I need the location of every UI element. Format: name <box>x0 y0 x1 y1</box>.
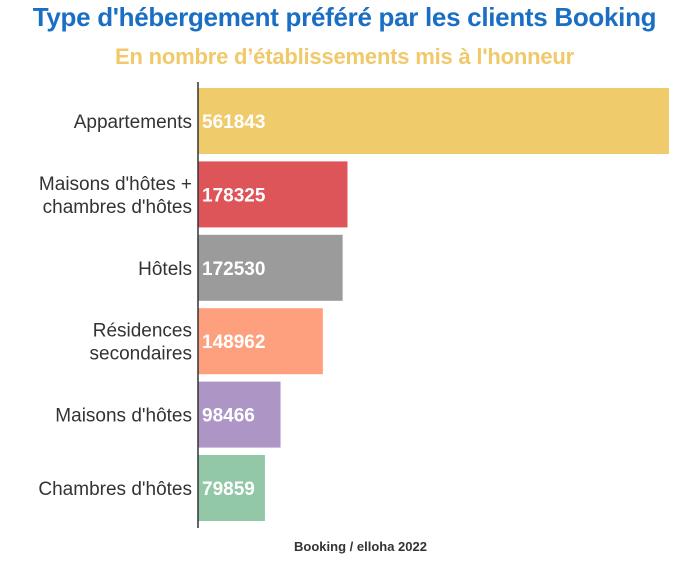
category-label-0: Appartements <box>74 112 192 133</box>
chart-title: Type d'hébergement préféré par les clien… <box>32 2 657 32</box>
source-note: Booking / elloha 2022 <box>294 539 427 554</box>
category-label-1: Maisons d'hôtes + chambres d'hôtes <box>39 174 192 218</box>
category-label-2: Hôtels <box>138 259 192 280</box>
category-label-line: secondaires <box>90 344 192 365</box>
bar-2 <box>198 234 343 301</box>
category-label-line: Résidences <box>93 321 192 342</box>
category-labels-group: Appartements Maisons d'hôtes + chambres d'… <box>38 112 192 500</box>
chart-subtitle: En nombre d’établissements mis à l'honne… <box>115 44 574 69</box>
category-label-5: Chambres d'hôtes <box>38 479 192 500</box>
value-labels-group: 561843 178325 172530 148962 98466 79859 <box>202 112 266 500</box>
category-label-line: Chambres d'hôtes <box>38 479 192 500</box>
bar-0 <box>198 88 669 154</box>
category-label-4: Maisons d'hôtes <box>55 406 192 427</box>
bar-5 <box>198 455 265 521</box>
bar-1 <box>198 161 348 228</box>
bars-group <box>198 88 669 521</box>
value-label-4: 98466 <box>202 406 255 427</box>
value-label-3: 148962 <box>202 332 265 353</box>
value-label-2: 172530 <box>202 259 265 280</box>
category-label-line: Maisons d'hôtes + <box>39 174 192 195</box>
category-label-line: Hôtels <box>138 259 192 280</box>
bar-3 <box>198 308 323 375</box>
value-label-0: 561843 <box>202 112 265 133</box>
category-label-line: Maisons d'hôtes <box>55 406 192 427</box>
value-label-1: 178325 <box>202 185 266 206</box>
category-label-line: Appartements <box>74 112 192 133</box>
category-label-line: chambres d'hôtes <box>43 197 192 218</box>
category-label-3: Résidences secondaires <box>90 321 192 365</box>
value-label-5: 79859 <box>202 479 255 500</box>
bar-4 <box>198 381 281 448</box>
